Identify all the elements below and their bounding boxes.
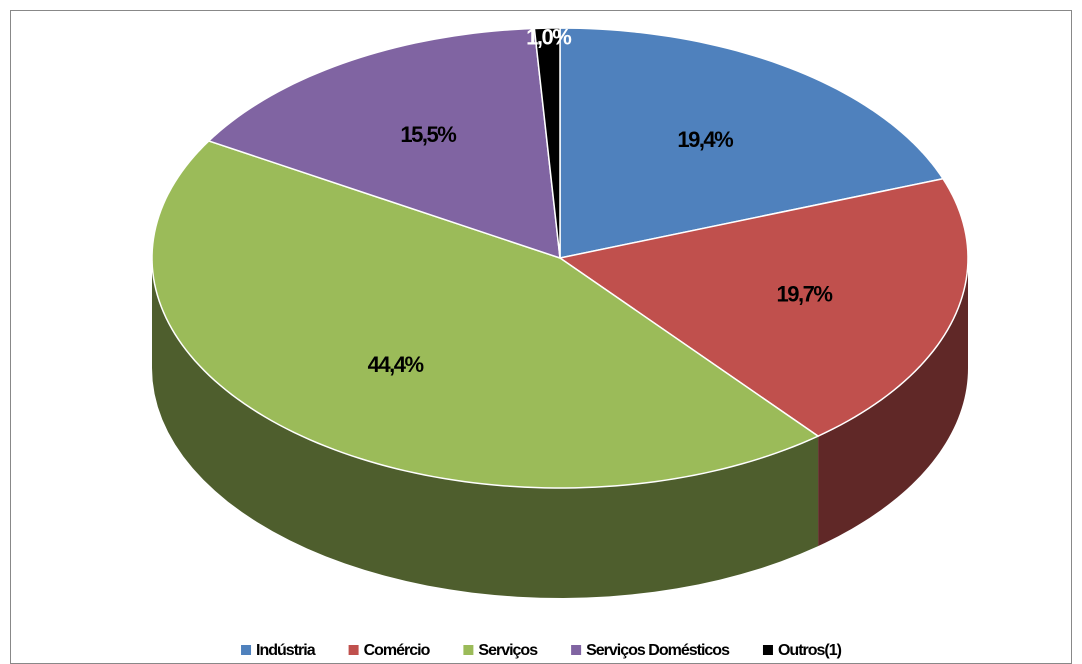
data-label: 19,7% — [777, 281, 833, 306]
slice — [558, 177, 969, 438]
legend-swatch — [348, 645, 359, 655]
slice — [559, 27, 945, 259]
slice — [533, 27, 561, 259]
legend-label: Outros(1) — [778, 642, 842, 659]
data-label: 15,5% — [400, 122, 456, 147]
legend-swatch — [241, 645, 252, 655]
slice-side — [818, 258, 968, 547]
data-label: 19,4% — [677, 127, 733, 152]
legend-label: Serviços — [478, 642, 538, 659]
legend-label: Indústria — [256, 642, 316, 659]
slice — [207, 27, 561, 260]
slice-side — [152, 258, 819, 598]
legend-label: Serviços Domésticos — [586, 642, 730, 659]
data-label: 1,0% — [526, 24, 571, 49]
data-label: 44,4% — [368, 352, 424, 377]
legend-swatch — [463, 645, 474, 655]
legend-swatch — [762, 645, 773, 655]
slice — [151, 140, 820, 489]
legend-swatch — [571, 645, 582, 655]
legend-label: Comércio — [364, 642, 431, 659]
